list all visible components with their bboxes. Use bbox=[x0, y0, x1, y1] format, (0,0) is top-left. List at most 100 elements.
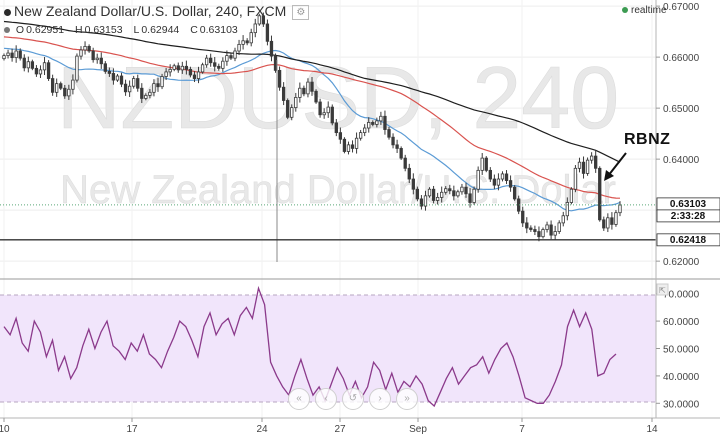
candle-body bbox=[573, 167, 578, 190]
rsi-tick-label: 70.0000 bbox=[663, 290, 700, 301]
candle-body bbox=[411, 178, 415, 190]
rsi-band bbox=[0, 295, 656, 402]
rsi-tick-label: 50.0000 bbox=[663, 345, 700, 356]
time-tick-label: 10 bbox=[0, 424, 10, 435]
candle-body bbox=[549, 224, 553, 236]
rsi-axis: 70.0000 60.0000 50.0000 40.0000 30.0000 bbox=[656, 290, 700, 410]
candle-body bbox=[237, 43, 241, 52]
candle-body bbox=[557, 222, 561, 232]
candle-body bbox=[306, 81, 310, 95]
candle-body bbox=[290, 107, 294, 118]
candle-body bbox=[119, 75, 124, 85]
candle-body bbox=[476, 169, 480, 190]
candle-body bbox=[399, 148, 403, 159]
reset-chart-button[interactable]: ↺ bbox=[342, 388, 364, 410]
candle-body bbox=[521, 210, 525, 224]
candle-body bbox=[561, 215, 565, 224]
candle-body bbox=[213, 62, 217, 67]
candle-body bbox=[537, 231, 541, 238]
candle-body bbox=[533, 229, 537, 232]
candle-body bbox=[618, 204, 622, 214]
panel-icon bbox=[656, 283, 669, 296]
time-tick-label: 17 bbox=[126, 424, 138, 435]
candle-body bbox=[508, 180, 513, 188]
candle-body bbox=[375, 120, 379, 125]
candle-body bbox=[334, 122, 338, 134]
rsi-tick-label: 40.0000 bbox=[663, 372, 700, 383]
scroll-far-right-button[interactable]: » bbox=[396, 388, 418, 410]
sma-black-line bbox=[3, 20, 621, 163]
candle-body bbox=[383, 115, 387, 130]
candle-body bbox=[403, 157, 407, 169]
candle-body bbox=[614, 212, 618, 225]
candle-body bbox=[6, 52, 10, 56]
candle-body bbox=[569, 188, 574, 203]
candle-body bbox=[484, 157, 488, 171]
candle-body bbox=[148, 91, 152, 96]
chart-title: New Zealand Dollar/U.S. Dollar, 240, FXC… bbox=[4, 3, 310, 20]
rsi-tick-label: 60.0000 bbox=[663, 317, 700, 328]
candle-body bbox=[423, 195, 428, 207]
gear-icon[interactable]: ⚙ bbox=[292, 4, 310, 20]
candle-body bbox=[512, 186, 517, 200]
candle-body bbox=[79, 49, 83, 57]
candle-body bbox=[407, 167, 411, 180]
time-tick-label: 7 bbox=[519, 424, 525, 435]
candle-body bbox=[444, 188, 448, 193]
candle-body bbox=[87, 46, 91, 52]
candle-body bbox=[500, 173, 505, 180]
candle-body bbox=[472, 188, 476, 203]
candle-body bbox=[553, 231, 557, 236]
candle-body bbox=[496, 178, 501, 186]
time-tick-label: 24 bbox=[256, 424, 268, 435]
sma-red-line bbox=[3, 36, 621, 199]
candle-body bbox=[326, 106, 330, 114]
candle-body bbox=[123, 83, 128, 93]
rsi-line bbox=[3, 285, 617, 408]
candle-body bbox=[221, 60, 225, 69]
candle-body bbox=[371, 122, 375, 125]
candle-body bbox=[34, 67, 39, 75]
candles bbox=[2, 12, 622, 242]
candle-body bbox=[200, 64, 205, 73]
candle-body bbox=[188, 68, 193, 76]
candle-body bbox=[525, 222, 529, 229]
candle-body bbox=[10, 52, 14, 59]
candle-body bbox=[107, 71, 112, 74]
candle-body bbox=[379, 115, 383, 122]
scroll-far-left-button[interactable]: « bbox=[288, 388, 310, 410]
candle-body bbox=[318, 101, 322, 116]
candle-body bbox=[265, 23, 270, 42]
candle-body bbox=[565, 202, 569, 217]
candle-body bbox=[594, 155, 598, 169]
scroll-left-button[interactable]: ‹ bbox=[315, 388, 337, 410]
candle-body bbox=[91, 50, 95, 61]
candle-body bbox=[488, 169, 492, 180]
scroll-right-button[interactable]: › bbox=[369, 388, 391, 410]
candle-body bbox=[363, 127, 367, 134]
rbnz-arrow bbox=[607, 152, 627, 177]
candle-body bbox=[30, 61, 35, 69]
candle-body bbox=[298, 87, 302, 98]
candle-body bbox=[192, 74, 197, 79]
candle-body bbox=[598, 167, 602, 221]
candle-body bbox=[419, 198, 424, 207]
candle-body bbox=[245, 40, 249, 44]
candle-body bbox=[38, 69, 43, 75]
candle-body bbox=[136, 78, 140, 89]
candle-body bbox=[217, 65, 221, 69]
candle-body bbox=[440, 191, 444, 198]
last-price-label: 0.63103 bbox=[670, 199, 707, 210]
candle-body bbox=[152, 83, 156, 93]
candle-body bbox=[156, 83, 160, 88]
candle-body bbox=[354, 137, 359, 149]
symbol-dot-icon bbox=[4, 8, 11, 16]
candle-body bbox=[541, 229, 545, 238]
candle-body bbox=[585, 159, 590, 174]
candle-body bbox=[140, 87, 144, 99]
candle-body bbox=[427, 188, 432, 197]
watermark-name: New Zealand Dollar/U.S. Dollar bbox=[60, 168, 616, 212]
candle-body bbox=[346, 144, 351, 152]
candle-body bbox=[492, 178, 497, 186]
